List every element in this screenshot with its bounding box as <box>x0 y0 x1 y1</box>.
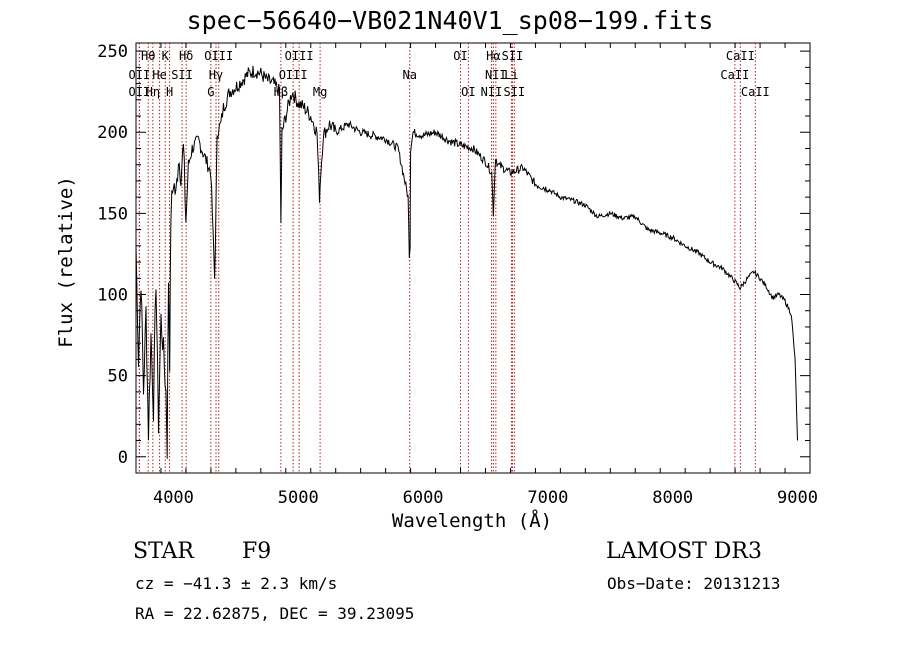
line-label: OIII <box>204 49 233 63</box>
line-label: Mg <box>313 85 327 99</box>
line-label: Hη <box>146 85 160 99</box>
x-tick-label: 8000 <box>652 488 693 508</box>
line-label: OII <box>129 85 151 99</box>
line-label: Hδ <box>179 49 193 63</box>
line-label: Hβ <box>274 85 288 99</box>
line-label: G <box>207 85 214 99</box>
x-tick-label: 7000 <box>527 488 568 508</box>
y-tick-label: 250 <box>97 42 128 62</box>
spectrum-line <box>135 65 798 459</box>
line-label: NII <box>485 68 507 82</box>
line-label: Hα <box>486 49 500 63</box>
y-tick-label: 0 <box>118 448 128 468</box>
line-label: K <box>162 49 170 63</box>
line-label: OIII <box>279 68 308 82</box>
line-label: Hγ <box>209 68 223 82</box>
line-label: OII <box>129 68 151 82</box>
line-label: CaII <box>720 68 749 82</box>
chart-title: spec−56640−VB021N40V1_sp08−199.fits <box>186 6 714 35</box>
line-label: Na <box>402 68 416 82</box>
line-label: He <box>152 68 166 82</box>
class-label: STAR <box>133 539 194 564</box>
line-label: CaII <box>741 85 770 99</box>
line-label: SII <box>171 68 193 82</box>
y-tick-label: 150 <box>97 204 128 224</box>
x-tick-label: 6000 <box>403 488 444 508</box>
line-label: OI <box>453 49 467 63</box>
subclass-label: F9 <box>242 539 272 564</box>
line-label: Hθ <box>141 49 155 63</box>
y-tick-label: 200 <box>97 123 128 143</box>
line-label: OIII <box>285 49 314 63</box>
line-label: SII <box>503 85 525 99</box>
coordinates-text: RA = 22.62875, DEC = 39.23095 <box>135 604 415 623</box>
line-label: CaII <box>726 49 755 63</box>
line-label: OI <box>461 85 475 99</box>
line-label: H <box>166 85 173 99</box>
redshift-text: cz = −41.3 ± 2.3 km/s <box>135 574 338 593</box>
obs-date-text: Obs−Date: 20131213 <box>607 574 781 593</box>
x-axis-label: Wavelength (Å) <box>391 510 553 532</box>
plot-frame <box>135 42 811 474</box>
y-axis-label: Flux (relative) <box>55 176 77 348</box>
line-label: NII <box>481 85 503 99</box>
x-tick-label: 9000 <box>777 488 818 508</box>
y-tick-label: 50 <box>108 367 128 387</box>
y-tick-label: 100 <box>97 286 128 306</box>
line-label: Li <box>504 68 518 82</box>
survey-label: LAMOST DR3 <box>606 539 762 564</box>
x-tick-label: 5000 <box>278 488 319 508</box>
x-tick-label: 4000 <box>153 488 194 508</box>
line-label: SII <box>502 49 524 63</box>
